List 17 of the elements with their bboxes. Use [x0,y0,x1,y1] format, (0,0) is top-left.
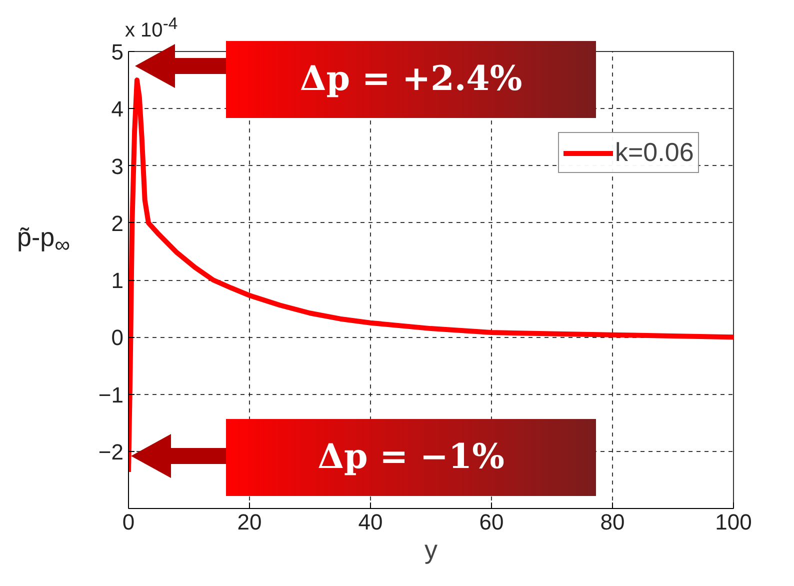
x-axis-title: y [424,534,438,564]
y-tick-label: 5 [111,40,124,64]
text: x 10$^{-4}$ [125,13,178,44]
y-tick-label: −1 [98,382,124,408]
y-tick-label: 2 [111,210,124,236]
x-tick-label: 60 [479,510,504,534]
legend-label: k=0.06 [615,137,694,168]
y-tick-label: 1 [111,268,124,293]
y-tick-label: 3 [111,154,124,179]
y-axis-title: p̃-p$_{∞}$ [17,220,70,259]
x-tick-label: 80 [600,510,625,534]
y-tick-label: 4 [111,96,124,122]
x-tick-label: 40 [358,510,383,534]
y-tick-label: 0 [111,325,124,350]
y-tick-label: −2 [98,439,124,464]
x-tick-label: 100 [715,510,752,534]
x-tick-label: 20 [237,510,262,534]
